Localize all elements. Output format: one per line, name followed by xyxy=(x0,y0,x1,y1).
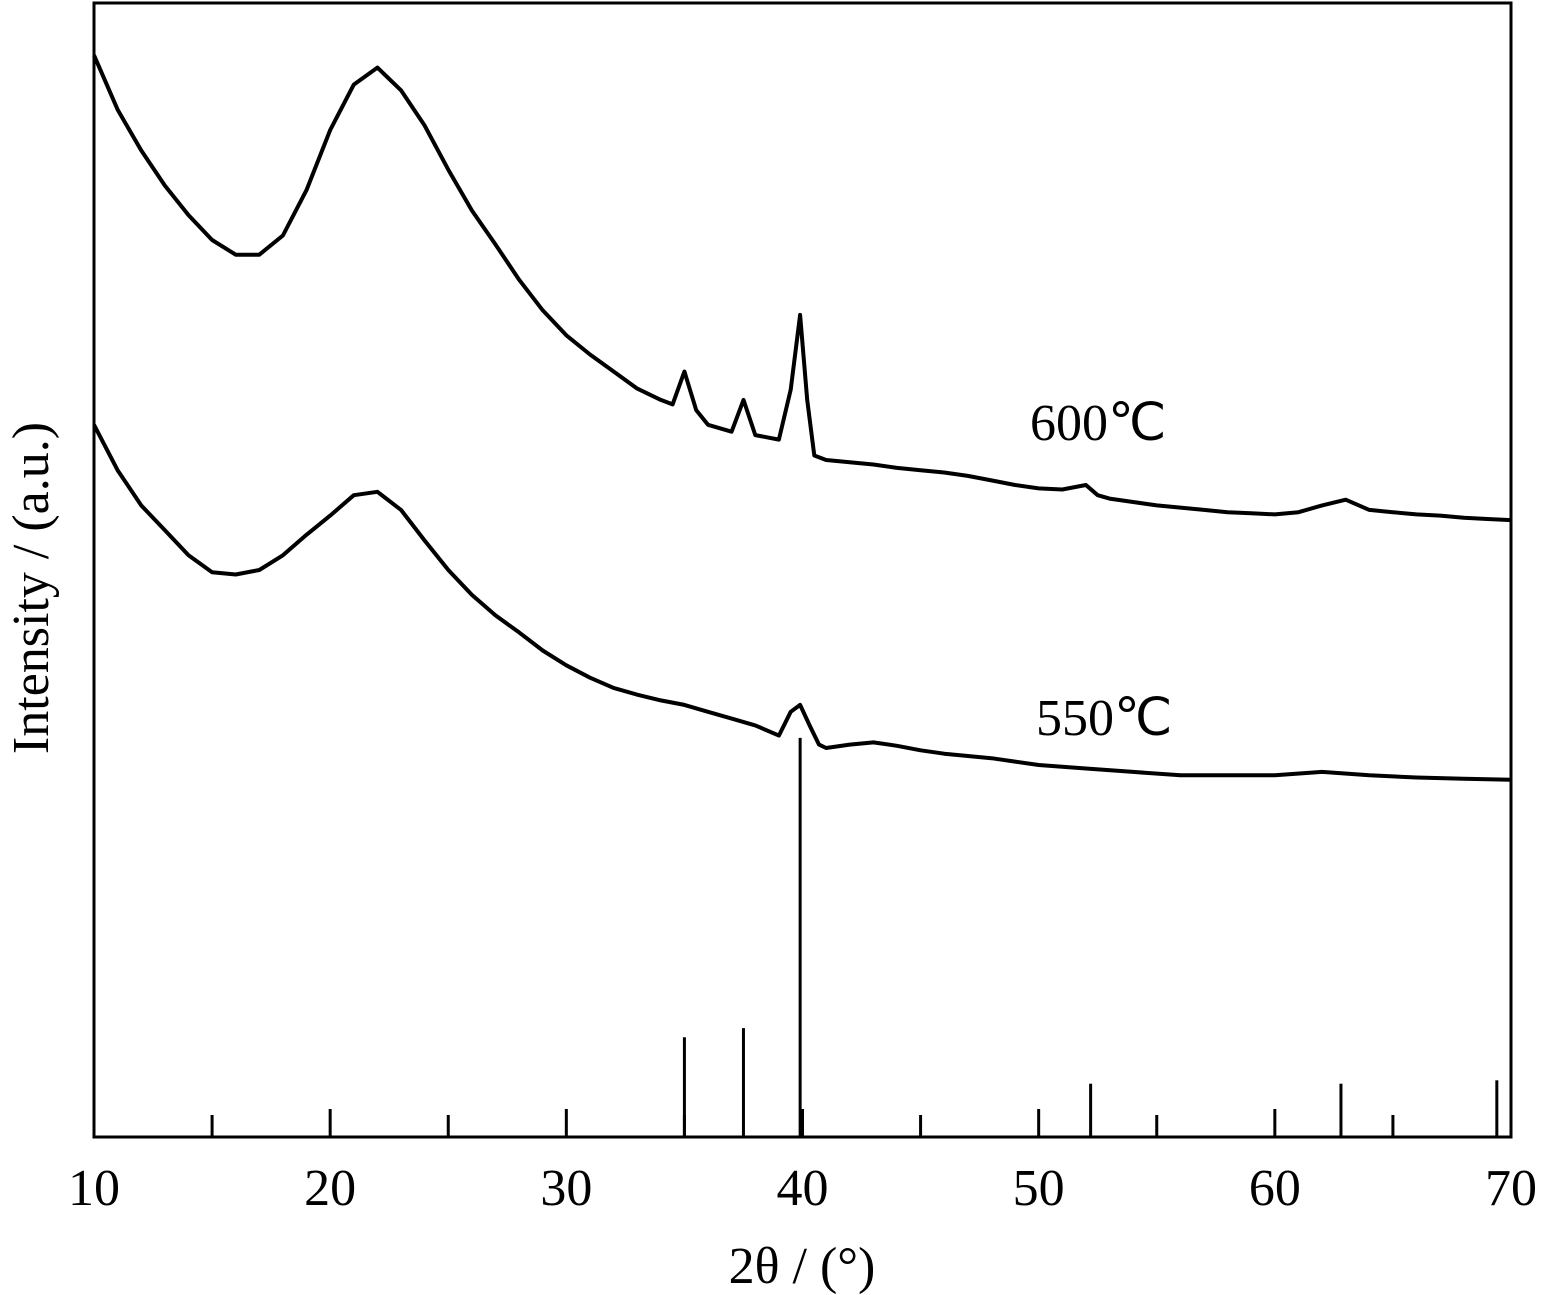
data-line xyxy=(92,423,1512,782)
y-axis-label: Intensity / (a.u.) xyxy=(3,422,60,754)
series-label: 600℃ xyxy=(1030,395,1166,452)
x-tick-label: 50 xyxy=(1013,1160,1065,1217)
data-line xyxy=(92,54,1512,523)
x-tick-label: 10 xyxy=(68,1160,120,1217)
x-tick-label: 70 xyxy=(1485,1160,1537,1217)
x-tick-label: 30 xyxy=(540,1160,592,1217)
x-tick-label: 60 xyxy=(1249,1160,1301,1217)
x-axis-label: 2θ / (°) xyxy=(729,1238,876,1295)
plot-frame xyxy=(92,1,1513,1139)
x-tick-label: 40 xyxy=(777,1160,829,1217)
x-tick-label: 20 xyxy=(304,1160,356,1217)
series-label: 550℃ xyxy=(1036,690,1172,747)
